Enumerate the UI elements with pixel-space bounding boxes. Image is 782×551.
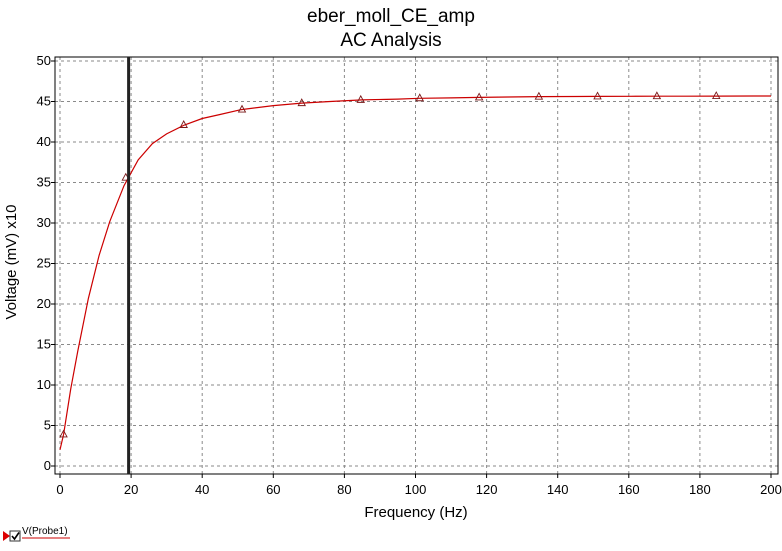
series-line-v-probe1 [59, 95, 771, 450]
y-tick-label: 10 [37, 377, 51, 392]
chart-subtitle: AC Analysis [340, 30, 441, 51]
data-point-marker [415, 93, 425, 102]
data-point-marker [297, 98, 306, 107]
x-tick-label: 80 [337, 482, 351, 497]
data-point-marker [356, 94, 366, 103]
data-point-marker [179, 120, 188, 128]
y-tick-label: 5 [44, 418, 51, 433]
plot-area [54, 56, 779, 475]
legend-label: V(Probe1) [22, 526, 68, 537]
x-tick-label: 20 [124, 482, 138, 497]
x-tick-label: 60 [266, 482, 280, 497]
y-tick-label: 15 [37, 337, 51, 352]
checkmark-icon [11, 532, 20, 541]
data-point-marker [593, 91, 602, 100]
data-point-marker [534, 91, 544, 100]
x-tick-label: 40 [195, 482, 209, 497]
data-point-marker [474, 92, 484, 101]
x-axis: 0 20 40 60 80 100 120 140 160 180 200 [56, 474, 782, 497]
legend: V(Probe1) [3, 526, 70, 542]
x-tick-label: 120 [476, 482, 498, 497]
x-tick-label: 200 [760, 482, 782, 497]
data-point-marker [711, 91, 721, 100]
chart-title: eber_moll_CE_amp [307, 6, 475, 27]
x-tick-label: 0 [56, 482, 63, 497]
data-point-marker [237, 104, 247, 113]
legend-marker-icon [3, 531, 10, 541]
y-tick-label: 40 [37, 134, 51, 149]
x-axis-label: Frequency (Hz) [364, 504, 467, 521]
y-tick-label: 30 [37, 215, 51, 230]
y-tick-label: 25 [37, 256, 51, 271]
y-tick-label: 20 [37, 296, 51, 311]
x-tick-label: 160 [618, 482, 640, 497]
y-tick-label: 50 [37, 53, 51, 68]
series-markers [59, 91, 721, 438]
grid [55, 57, 778, 474]
x-tick-label: 100 [405, 482, 427, 497]
data-point-marker [59, 429, 68, 438]
y-axis: 0 5 10 15 20 25 30 35 40 45 50 [37, 53, 55, 473]
x-tick-label: 140 [547, 482, 569, 497]
data-point-marker [652, 91, 662, 100]
legend-checkbox[interactable] [9, 530, 21, 542]
y-axis-label: Voltage (mV) x10 [3, 204, 20, 319]
y-tick-label: 0 [44, 458, 51, 473]
y-tick-label: 35 [37, 175, 51, 190]
y-tick-label: 45 [37, 94, 51, 109]
x-tick-label: 180 [689, 482, 711, 497]
